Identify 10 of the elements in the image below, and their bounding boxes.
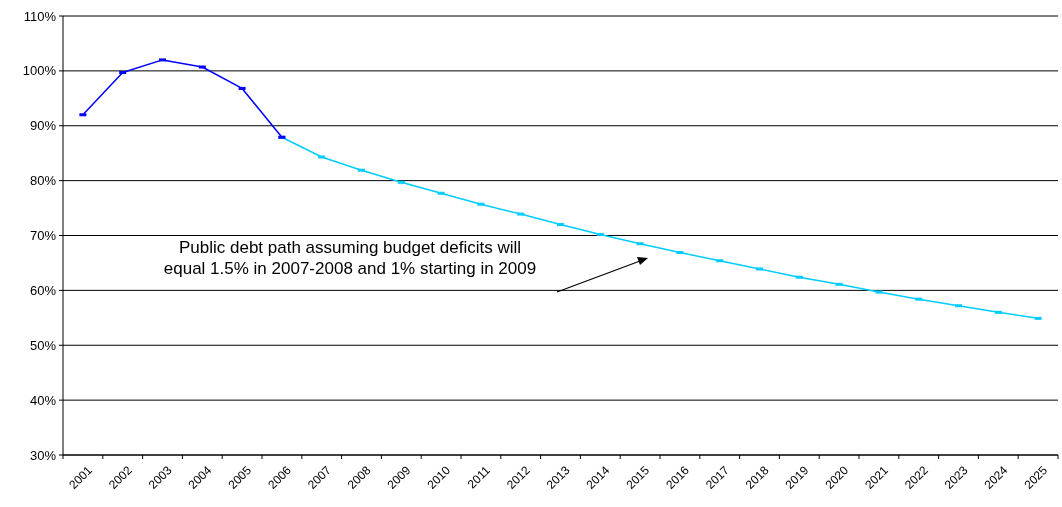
y-tick-label: 30% [29,447,57,463]
y-tick-label: 110% [23,8,57,24]
y-tick-label: 70% [29,228,57,244]
y-tick-label: 60% [29,282,57,298]
y-tick-label: 50% [29,337,57,353]
annotation: Public debt path assuming budget deficits will equal 1.5% in 2007-2008 and 1% starting in 2009 [163,237,537,278]
y-tick-label: 100% [22,63,57,79]
y-tick-label: 90% [29,118,57,134]
y-tick-label: 80% [29,173,57,189]
y-tick-label: 40% [29,392,57,408]
